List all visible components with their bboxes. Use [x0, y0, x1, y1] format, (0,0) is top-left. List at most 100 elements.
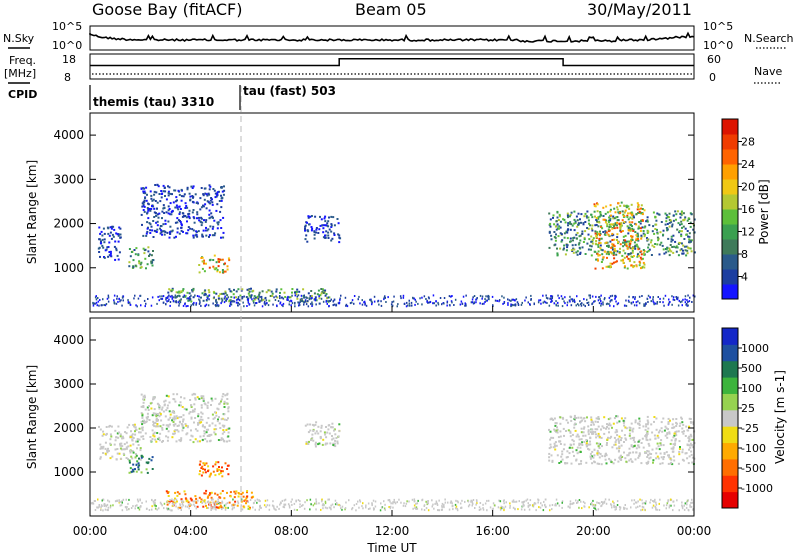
radar-echo-cell: [503, 296, 505, 299]
radar-echo-cell: [616, 206, 619, 209]
radar-echo-cell: [314, 423, 317, 426]
radar-echo-cell: [190, 294, 192, 297]
radar-echo-cell: [635, 301, 638, 304]
radar-echo-cell: [197, 422, 200, 425]
radar-echo-cell: [337, 435, 340, 438]
radar-echo-cell: [121, 501, 123, 504]
radar-echo-cell: [211, 422, 214, 425]
radar-echo-cell: [394, 502, 397, 505]
radar-echo-cell: [164, 219, 167, 222]
radar-echo-cell: [631, 437, 634, 439]
radar-echo-cell: [584, 221, 587, 223]
radar-echo-cell: [552, 216, 554, 219]
radar-echo-cell: [588, 294, 590, 297]
radar-echo-cell: [623, 221, 626, 224]
radar-echo-cell: [241, 296, 244, 298]
radar-echo-cell: [330, 215, 333, 218]
radar-echo-cell: [579, 421, 581, 424]
radar-echo-cell: [223, 431, 226, 433]
radar-echo-cell: [675, 213, 678, 216]
radar-echo-cell: [319, 430, 322, 433]
radar-echo-cell: [439, 297, 442, 299]
radar-echo-cell: [114, 448, 117, 451]
radar-echo-cell: [616, 219, 619, 222]
radar-echo-cell: [576, 295, 578, 298]
radar-echo-cell: [191, 200, 194, 203]
radar-echo-cell: [191, 187, 194, 189]
radar-echo-cell: [114, 500, 117, 503]
radar-echo-cell: [205, 234, 208, 237]
radar-echo-cell: [192, 196, 195, 198]
radar-echo-cell: [591, 432, 594, 435]
radar-echo-cell: [653, 416, 656, 418]
radar-echo-cell: [169, 192, 172, 195]
radar-echo-cell: [670, 220, 673, 223]
radar-echo-cell: [671, 225, 674, 228]
colorbar-segment: [722, 284, 738, 300]
radar-echo-cell: [671, 463, 674, 466]
radar-echo-cell: [223, 400, 226, 403]
radar-echo-cell: [497, 506, 500, 509]
radar-echo-cell: [226, 398, 229, 400]
radar-echo-cell: [584, 253, 587, 255]
radar-echo-cell: [518, 500, 520, 503]
radar-echo-cell: [182, 426, 185, 429]
radar-echo-cell: [563, 232, 566, 235]
radar-echo-cell: [662, 444, 665, 447]
radar-echo-cell: [211, 215, 214, 218]
radar-echo-cell: [574, 243, 577, 246]
radar-echo-cell: [228, 259, 231, 262]
radar-echo-cell: [557, 294, 559, 297]
radar-echo-cell: [599, 247, 602, 250]
radar-echo-cell: [204, 502, 207, 505]
radar-echo-cell: [572, 247, 575, 250]
radar-echo-cell: [680, 220, 683, 223]
radar-echo-cell: [605, 427, 607, 430]
radar-echo-cell: [309, 508, 311, 511]
radar-echo-cell: [337, 222, 340, 225]
radar-echo-cell: [647, 243, 650, 246]
radar-echo-cell: [214, 411, 216, 414]
radar-echo-cell: [255, 296, 257, 299]
radar-echo-cell: [627, 229, 630, 232]
radar-echo-cell: [604, 242, 607, 245]
radar-echo-cell: [142, 191, 145, 194]
radar-echo-cell: [220, 236, 222, 239]
radar-echo-cell: [207, 500, 210, 503]
radar-echo-cell: [121, 500, 123, 503]
radar-echo-cell: [203, 464, 206, 466]
radar-echo-cell: [217, 408, 220, 411]
radar-echo-cell: [295, 293, 298, 296]
radar-echo-cell: [373, 300, 376, 303]
radar-echo-cell: [500, 505, 503, 508]
radar-echo-cell: [431, 499, 433, 502]
radar-echo-cell: [683, 238, 686, 240]
radar-echo-cell: [620, 224, 622, 227]
radar-echo-cell: [635, 506, 637, 509]
radar-echo-cell: [594, 300, 596, 303]
radar-echo-cell: [305, 296, 308, 299]
freq-panel: 18 8 60 0 Freq. [MHz] Nave: [4, 53, 782, 84]
radar-echo-cell: [384, 296, 386, 299]
radar-echo-cell: [231, 508, 234, 511]
radar-echo-cell: [659, 462, 662, 465]
radar-echo-cell: [243, 506, 246, 509]
radar-echo-cell: [533, 502, 536, 505]
radar-echo-cell: [498, 499, 500, 502]
radar-echo-cell: [202, 261, 205, 264]
radar-echo-cell: [227, 431, 230, 434]
radar-echo-cell: [177, 424, 180, 427]
radar-echo-cell: [156, 432, 159, 434]
radar-echo-cell: [601, 504, 603, 507]
radar-echo-cell: [670, 447, 673, 450]
radar-echo-cell: [613, 417, 616, 420]
radar-echo-cell: [587, 443, 590, 446]
radar-echo-cell: [471, 501, 474, 504]
radar-echo-cell: [373, 507, 375, 510]
radar-echo-cell: [106, 246, 109, 249]
radar-echo-cell: [636, 253, 639, 256]
radar-echo-cell: [593, 504, 596, 507]
radar-echo-cell: [624, 426, 627, 429]
radar-echo-cell: [596, 220, 598, 223]
radar-echo-cell: [435, 500, 438, 503]
